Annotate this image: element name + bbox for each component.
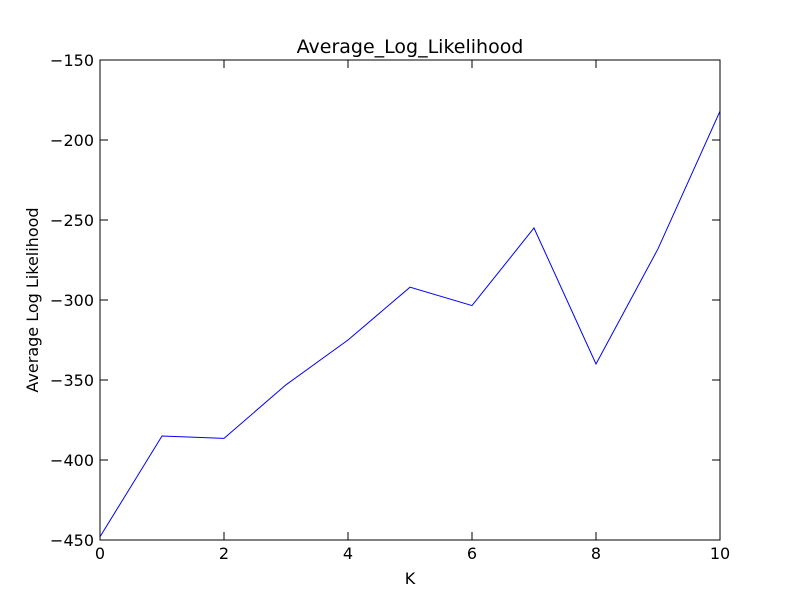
x-tick-label: 8 [591, 544, 601, 563]
y-axis-label: Average Log Likelihood [23, 207, 42, 392]
y-axis: −450 −400 −350 −300 −250 −200 −150 [50, 51, 720, 550]
x-tick-label: 10 [710, 544, 730, 563]
chart-title: Average_Log_Likelihood [297, 36, 524, 58]
y-tick-label: −200 [50, 131, 94, 150]
x-tick-label: 2 [219, 544, 229, 563]
y-tick-label: −450 [50, 531, 94, 550]
x-axis: 0 2 4 6 8 10 [95, 60, 730, 563]
y-tick-label: −250 [50, 211, 94, 230]
y-tick-label: −300 [50, 291, 94, 310]
x-tick-label: 6 [467, 544, 477, 563]
y-tick-label: −350 [50, 371, 94, 390]
x-axis-label: K [405, 569, 416, 588]
x-tick-label: 4 [343, 544, 353, 563]
y-tick-label: −400 [50, 451, 94, 470]
y-tick-label: −150 [50, 51, 94, 70]
series-line-0 [99, 110, 721, 538]
plot-area [99, 110, 721, 538]
x-tick-label: 0 [95, 544, 105, 563]
